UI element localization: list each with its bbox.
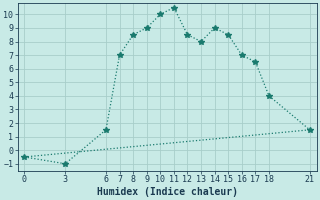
X-axis label: Humidex (Indice chaleur): Humidex (Indice chaleur) — [97, 186, 237, 197]
